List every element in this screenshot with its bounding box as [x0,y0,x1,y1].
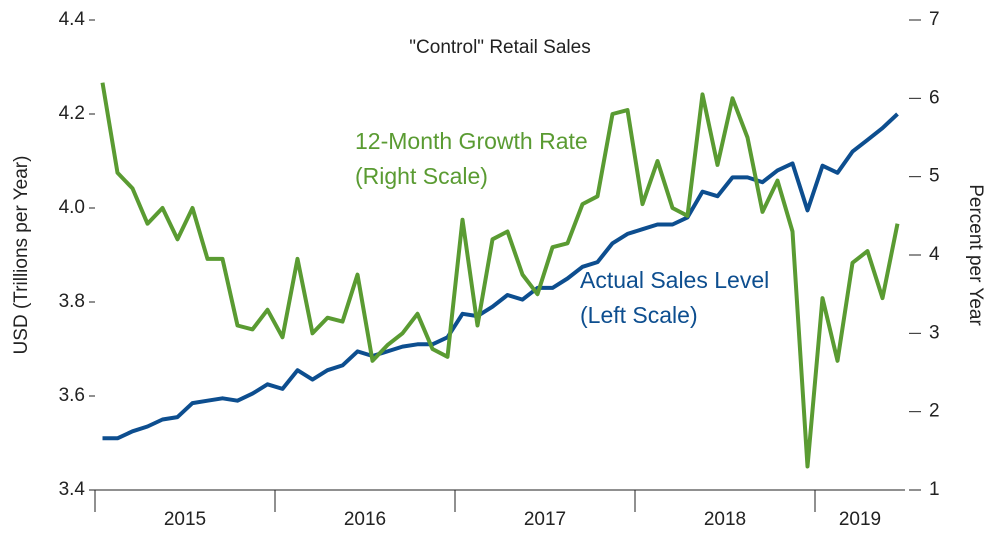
annotation: (Right Scale) [355,163,488,189]
y-tick-label: 4.2 [59,103,85,124]
chart-title: "Control" Retail Sales [409,37,590,58]
x-tick-label: 2016 [344,509,386,530]
y2-tick-label: 3 [929,322,940,343]
annotation: Actual Sales Level [580,267,769,293]
y-tick-label: 3.8 [59,291,85,312]
x-tick-label: 2018 [704,509,746,530]
x-tick-label: 2019 [839,509,881,530]
y2-tick-label: 1 [929,479,940,500]
y2-tick-label: 4 [929,244,940,265]
y-axis-label: USD (Trillions per Year) [11,156,32,355]
y2-tick-label: 5 [929,166,940,187]
series-line [102,112,899,441]
x-tick-label: 2015 [164,509,206,530]
y2-tick-label: 7 [929,9,940,30]
y-tick-label: 3.6 [59,385,85,406]
annotation: (Left Scale) [580,302,698,328]
y-tick-label: 4.0 [59,197,85,218]
x-tick-label: 2017 [524,509,566,530]
annotation: 12-Month Growth Rate [355,128,588,154]
y2-axis-label: Percent per Year [965,184,986,326]
y-tick-label: 4.4 [59,9,86,30]
y2-tick-label: 2 [929,401,940,422]
y-tick-label: 3.4 [59,479,86,500]
y2-tick-label: 6 [929,87,940,108]
series-line [100,82,900,469]
